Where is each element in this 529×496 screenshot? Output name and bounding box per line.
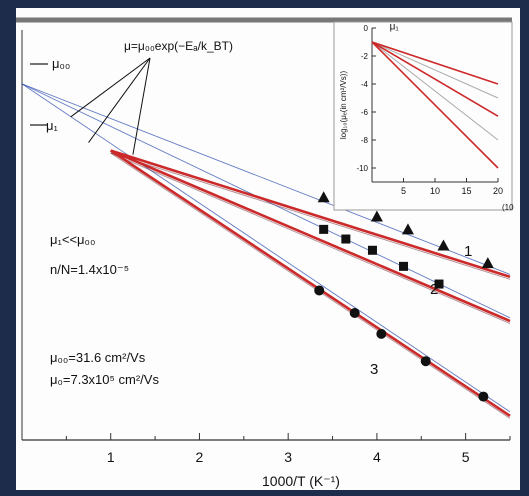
formula-label: μ=μ₀₀exp(−Eₐ/k_BT): [124, 39, 233, 53]
data-point-square: [434, 279, 444, 289]
inset-frame: [333, 21, 513, 211]
fit-line-2: [110, 149, 511, 323]
data-point-square: [319, 224, 329, 234]
data-point-circle: [478, 391, 489, 402]
fit-line-shadow-1: [110, 152, 511, 280]
inset-y-tick-label: -8: [361, 136, 369, 145]
fit-line-3: [110, 149, 511, 417]
guide-line-1: [21, 83, 511, 275]
inset-x-tick-label: 5: [401, 186, 406, 196]
x-tick-label: 1: [107, 449, 115, 465]
inset-mu1-label: μ₁: [390, 21, 400, 32]
inset-gray-curve: [371, 41, 499, 99]
curve-1-label: 1: [464, 243, 472, 260]
inset-red-curve: [371, 41, 499, 117]
ratio-label: n/N=1.4x10⁻⁵: [50, 262, 129, 277]
inset-gray-curve: [371, 41, 499, 141]
data-point-circle: [376, 328, 387, 339]
inset-y-tick-label: -4: [361, 80, 369, 89]
main-labels: μ₀₀ μ₁ μ=μ₀₀exp(−Eₐ/k_BT) μ₁<<μ₀₀ n/N=1.…: [46, 39, 472, 489]
relation-label: μ₁<<μ₀₀: [50, 232, 95, 247]
inset-x-tick-label: 20: [493, 186, 503, 196]
fit-line-1: [110, 149, 511, 279]
x-tick-label: 5: [462, 449, 470, 465]
inset-y-axis-title: log₁₀(μₑ(in cm²/Vs)): [339, 71, 348, 140]
data-point-square: [341, 234, 351, 244]
data-point-circle: [314, 285, 325, 296]
inset-plot: 0 -2 -4 -6 -8 -10 5 10 15 20 log₁₀(μₑ(in cm²/Vs)) (…: [333, 21, 514, 212]
data-point-square: [367, 245, 377, 255]
data-point-triangle: [437, 239, 450, 251]
inset-x-axis-title: (10: [502, 203, 514, 212]
curve-3-label: 3: [370, 361, 378, 378]
x-axis-title: 1000/T (K⁻¹): [262, 473, 340, 489]
x-tick-label: 2: [196, 449, 204, 465]
inset-x-tick-label: 15: [461, 186, 471, 196]
formula-arrow-2: [88, 57, 151, 143]
fit-line-shadow-2: [110, 152, 511, 324]
inset-red-curve: [371, 41, 499, 85]
mu00-label: μ₀₀: [52, 56, 70, 71]
curve-2-label: 2: [430, 281, 438, 298]
main-plot: 1 2 3 4 5: [21, 30, 511, 465]
data-point-circle: [420, 356, 431, 367]
x-tick-label: 4: [373, 449, 381, 465]
data-point-square: [399, 261, 409, 271]
inset-y-tick-label: 0: [364, 24, 369, 33]
inset-x-tick-label: 10: [430, 186, 440, 196]
data-point-triangle: [481, 257, 494, 269]
data-point-circle: [349, 307, 360, 318]
formula-arrow-3: [132, 57, 151, 155]
data-point-triangle: [317, 191, 330, 203]
formula-arrow-1: [70, 57, 151, 118]
x-tick-label: 3: [284, 449, 292, 465]
inset-y-tick-label: -10: [356, 164, 368, 173]
data-point-triangle: [401, 223, 414, 235]
fit-line-shadow-3: [110, 152, 511, 419]
data-point-triangle: [370, 210, 383, 222]
inset-y-tick-label: -2: [361, 52, 369, 61]
inset-y-tick-label: -6: [361, 108, 369, 117]
mu1-label: μ₁: [46, 118, 58, 133]
inset-red-curve: [371, 41, 499, 169]
param1-label: μ₀₀=31.6 cm²/Vs: [50, 350, 146, 365]
param2-label: μ₀=7.3x10⁵ cm²/Vs: [50, 372, 159, 387]
